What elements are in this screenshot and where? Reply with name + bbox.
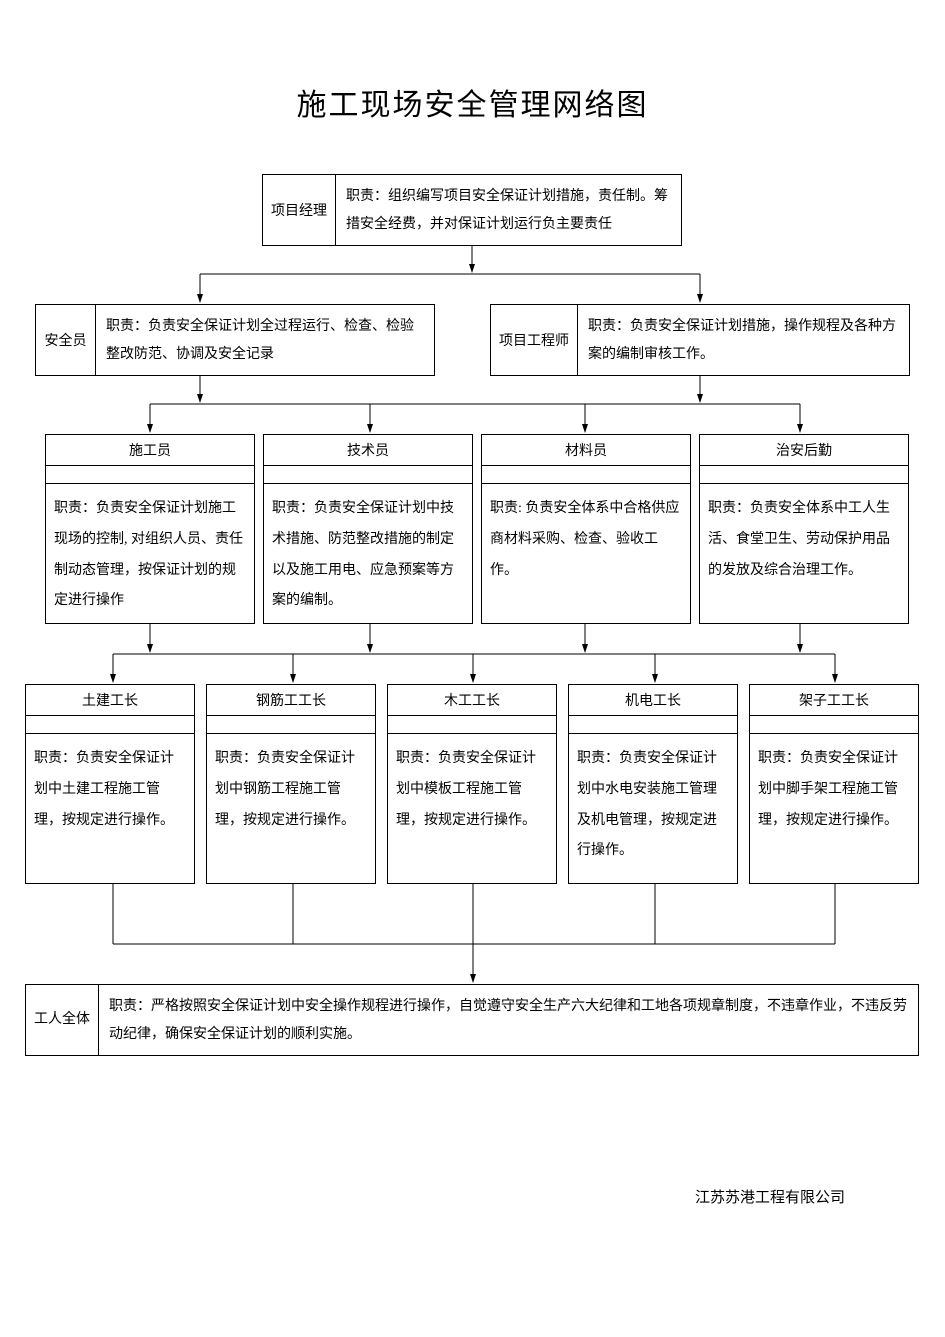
diagram-title: 施工现场安全管理网络图	[0, 80, 945, 124]
level3-desc-1: 职责：负责安全保证计划中技术措施、防范整改措施的制定以及施工用电、应急预案等方案…	[263, 484, 473, 624]
level4-desc-3: 职责：负责安全保证计划中水电安装施工管理及机电管理，按规定进行操作。	[568, 734, 738, 884]
level5-desc: 职责：严格按照安全保证计划中安全操作规程进行操作，自觉遵守安全生产六大纪律和工地…	[99, 985, 918, 1055]
level3-spacer-0	[45, 466, 255, 484]
level3-spacer-3	[699, 466, 909, 484]
level5-role: 工人全体	[26, 985, 99, 1055]
level3-role-2: 材料员	[481, 434, 691, 466]
level3-spacer-1	[263, 466, 473, 484]
level3-spacer-2	[481, 466, 691, 484]
level3-desc-0: 职责：负责安全保证计划施工现场的控制, 对组织人员、责任制动态管理，按保证计划的…	[45, 484, 255, 624]
level4-role-4: 架子工工长	[749, 684, 919, 716]
level3-desc-3: 职责：负责安全体系中工人生活、食堂卫生、劳动保护用品的发放及综合治理工作。	[699, 484, 909, 624]
level1-box: 项目经理 职责：组织编写项目安全保证计划措施，责任制。筹措安全经费，并对保证计划…	[262, 174, 682, 246]
level1-role: 项目经理	[263, 175, 336, 245]
level3-role-0: 施工员	[45, 434, 255, 466]
level4-spacer-1	[206, 716, 376, 734]
level4-role-2: 木工工长	[387, 684, 557, 716]
level2-box-1: 项目工程师 职责：负责安全保证计划措施，操作规程及各种方案的编制审核工作。	[490, 304, 910, 376]
level2-desc-1: 职责：负责安全保证计划措施，操作规程及各种方案的编制审核工作。	[578, 305, 909, 375]
level1-desc: 职责：组织编写项目安全保证计划措施，责任制。筹措安全经费，并对保证计划运行负主要…	[336, 175, 681, 245]
level4-desc-2: 职责：负责安全保证计划中模板工程施工管理，按规定进行操作。	[387, 734, 557, 884]
level4-spacer-3	[568, 716, 738, 734]
level4-role-0: 土建工长	[25, 684, 195, 716]
level4-spacer-4	[749, 716, 919, 734]
level4-desc-1: 职责：负责安全保证计划中钢筋工程施工管理，按规定进行操作。	[206, 734, 376, 884]
level4-role-3: 机电工长	[568, 684, 738, 716]
flowchart: 项目经理 职责：组织编写项目安全保证计划措施，责任制。筹措安全经费，并对保证计划…	[0, 174, 945, 1174]
level4-desc-0: 职责：负责安全保证计划中土建工程施工管理，按规定进行操作。	[25, 734, 195, 884]
level4-role-1: 钢筋工工长	[206, 684, 376, 716]
level4-spacer-2	[387, 716, 557, 734]
level4-desc-4: 职责：负责安全保证计划中脚手架工程施工管理，按规定进行操作。	[749, 734, 919, 884]
footer-company: 江苏苏港工程有限公司	[695, 1186, 845, 1207]
level3-role-1: 技术员	[263, 434, 473, 466]
level2-desc-0: 职责：负责安全保证计划全过程运行、检查、检验整改防范、协调及安全记录	[96, 305, 434, 375]
level3-desc-2: 职责: 负责安全体系中合格供应商材料采购、检查、验收工作。	[481, 484, 691, 624]
level2-role-1: 项目工程师	[491, 305, 578, 375]
level2-role-0: 安全员	[36, 305, 96, 375]
level3-role-3: 治安后勤	[699, 434, 909, 466]
level4-spacer-0	[25, 716, 195, 734]
level2-box-0: 安全员 职责：负责安全保证计划全过程运行、检查、检验整改防范、协调及安全记录	[35, 304, 435, 376]
level5-box: 工人全体 职责：严格按照安全保证计划中安全操作规程进行操作，自觉遵守安全生产六大…	[25, 984, 919, 1056]
